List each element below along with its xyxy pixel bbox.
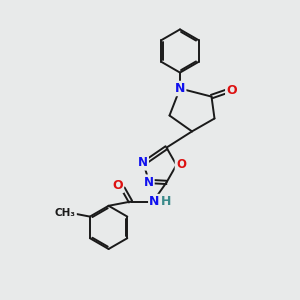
Text: H: H [160, 195, 171, 208]
Text: O: O [112, 179, 123, 192]
Text: N: N [143, 176, 154, 189]
Text: N: N [149, 195, 160, 208]
Text: N: N [175, 82, 185, 95]
Text: N: N [138, 156, 148, 170]
Text: O: O [226, 84, 237, 97]
Text: O: O [176, 158, 186, 172]
Text: CH₃: CH₃ [55, 208, 76, 218]
